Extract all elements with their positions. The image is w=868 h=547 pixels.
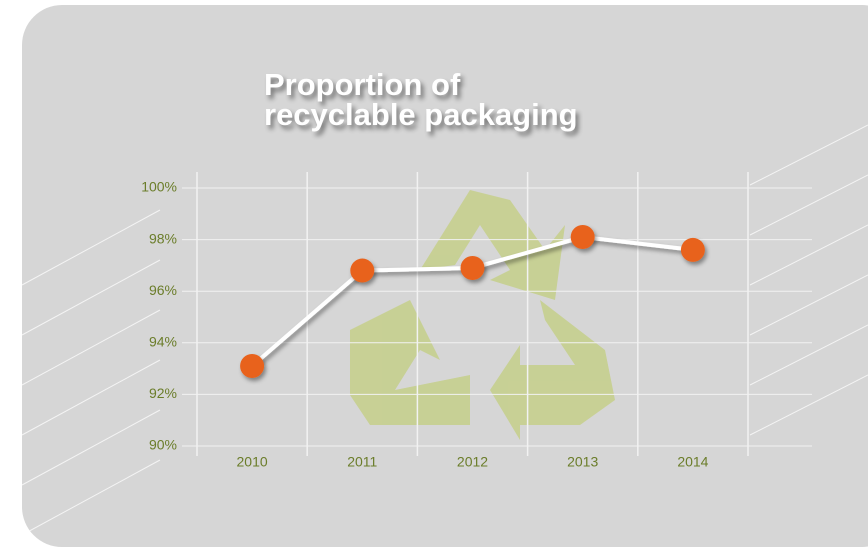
y-tick-label: 94% — [149, 334, 177, 350]
recycle-icon — [350, 190, 615, 440]
y-tick-label: 90% — [149, 437, 177, 453]
decor-lines — [22, 124, 868, 536]
x-tick-label: 2013 — [567, 454, 598, 470]
data-point — [460, 255, 485, 280]
title-line: recyclable packaging — [264, 97, 578, 132]
x-tick-label: 2010 — [237, 454, 268, 470]
data-point — [240, 354, 265, 379]
y-tick-label: 96% — [149, 282, 177, 298]
data-point — [680, 237, 705, 262]
title-line: Proportion of — [264, 67, 461, 102]
chart-title: Proportion of recyclable packaging — [264, 67, 578, 132]
y-tick-label: 98% — [149, 230, 177, 246]
data-point — [570, 225, 595, 250]
data-point — [350, 258, 375, 283]
x-tick-label: 2014 — [677, 454, 708, 470]
panel — [22, 5, 868, 547]
x-tick-label: 2011 — [347, 454, 377, 470]
y-tick-label: 100% — [141, 179, 177, 195]
y-tick-label: 92% — [149, 385, 177, 401]
x-tick-label: 2012 — [457, 454, 488, 470]
